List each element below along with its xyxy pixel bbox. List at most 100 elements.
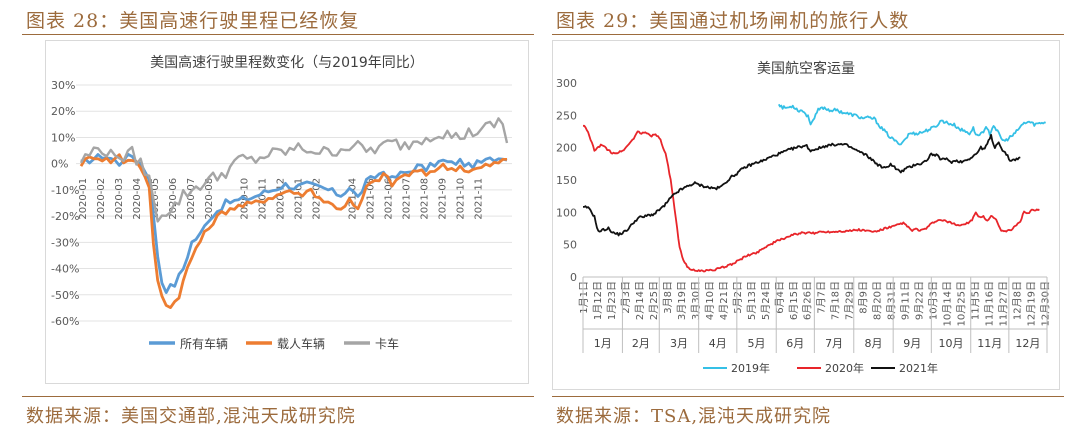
right-source-rule [552, 396, 1064, 397]
chart2-month-label: 11月 [977, 337, 1002, 350]
chart1-ytick-label: -40% [51, 263, 79, 276]
chart1-ytick-label: 0% [51, 158, 68, 171]
chart1-ytick-label: -60% [51, 315, 79, 328]
chart2-month-label: 1月 [594, 337, 612, 350]
chart2-xtick-label: 8月9日 [858, 281, 870, 314]
chart2-series-line [778, 103, 1046, 146]
chart1-xtick-label: 2021-07 [401, 178, 412, 220]
chart1-xtick-label: 2020-05 [150, 178, 161, 220]
chart1-xtick-label: 2021-08 [419, 178, 430, 220]
chart2-xtick-label: 1月23日 [606, 281, 618, 320]
chart2-xtick-label: 4月21日 [718, 281, 730, 320]
chart2-xtick-label: 9月22日 [914, 281, 926, 320]
chart1-ytick-label: -20% [51, 210, 79, 223]
chart1-ytick-label: 30% [51, 79, 75, 92]
left-caption-rule [22, 34, 534, 35]
chart2-ytick-label: 300 [556, 77, 577, 90]
chart2-title: 美国航空客运量 [757, 60, 855, 77]
chart2-xtick-label: 3月8日 [662, 281, 674, 314]
chart2-xtick-label: 6月26日 [802, 281, 814, 320]
chart2-legend-label: 2021年 [899, 361, 938, 375]
chart2-xtick-label: 7月29日 [844, 281, 856, 320]
right-chart-frame: 美国航空客运量 300 250 200 150 100 50 0 1月1日 1月12日 1月23日 2… [552, 40, 1060, 390]
chart2-xtick-label: 5月13日 [746, 281, 758, 320]
chart1-xtick-label: 2020-06 [168, 178, 179, 220]
chart1-xtick-label: 2020-07 [186, 178, 197, 220]
chart2-xtick-label: 8月31日 [886, 281, 898, 320]
chart2-month-label: 6月 [786, 337, 804, 350]
chart2-xtick-label: 2月14日 [634, 281, 646, 320]
chart2-xtick-label: 12月8日 [1011, 281, 1023, 320]
chart1-xtick-label: 2020-01 [78, 178, 89, 220]
chart2-ytick-label: 150 [556, 174, 577, 187]
chart1-xtick-label: 2020-11 [258, 178, 269, 220]
right-figure-caption: 图表 29：美国通过机场闸机的旅行人数 [556, 10, 910, 32]
chart2-xtick-label: 7月18日 [830, 281, 842, 320]
right-caption-rule [552, 34, 1064, 35]
chart2-month-label: 4月 [709, 337, 727, 350]
chart2-xtick-label: 7月7日 [816, 281, 828, 314]
left-source-note: 数据来源：美国交通部,混沌天成研究院 [26, 406, 356, 427]
chart2-ytick-label: 100 [556, 206, 577, 219]
chart1-series-line [79, 117, 509, 223]
chart2-xtick-label: 11月27日 [998, 281, 1010, 326]
chart2-series-line [583, 133, 1021, 237]
chart2-xtick-label: 11月5日 [970, 281, 982, 320]
chart1-xtick-label: 2021-09 [437, 178, 448, 220]
chart2-xtick-label: 4月10日 [704, 281, 716, 320]
chart2-xtick-label: 3月30日 [690, 281, 702, 320]
chart2-month-label: 10月 [939, 337, 964, 350]
chart1-series-line [79, 153, 507, 309]
chart2-ytick-label: 50 [563, 239, 577, 252]
chart1-ytick-label: 20% [51, 105, 75, 118]
chart1-xtick-label: 2021-05 [365, 178, 376, 220]
chart1-xtick-label: 2021-02 [312, 178, 323, 220]
chart2-xtick-label: 6月4日 [774, 281, 786, 314]
chart1-series-line [80, 152, 508, 294]
chart2-xtick-label: 1月1日 [578, 281, 590, 314]
chart2-legend-label: 2020年 [825, 361, 864, 375]
chart2-xtick-label: 12月19日 [1025, 281, 1037, 326]
chart1-ytick-label: -30% [51, 236, 79, 249]
chart2-xtick-label: 1月12日 [592, 281, 604, 320]
left-chart-frame: 美国高速行驶里程数变化（与2019年同比） 30% 20% 10% 0% -10% -20%… [45, 40, 529, 384]
chart1-xtick-label: 2021-01 [294, 178, 305, 220]
chart2-xtick-label: 12月30日 [1039, 281, 1051, 326]
chart2-ytick-label: 250 [556, 109, 577, 122]
chart2-xtick-label: 8月20日 [872, 281, 884, 320]
left-source-rule [22, 396, 534, 397]
highway-mileage-chart: 美国高速行驶里程数变化（与2019年同比） 30% 20% 10% 0% -10% -20%… [51, 54, 512, 351]
left-figure-caption: 图表 28：美国高速行驶里程已经恢复 [26, 10, 360, 32]
chart2-xtick-label: 10月25日 [956, 281, 968, 326]
chart2-month-label: 5月 [748, 337, 766, 350]
chart1-ytick-label: 10% [51, 131, 75, 144]
chart2-legend-label: 2019年 [731, 361, 770, 375]
chart2-month-label: 8月 [864, 337, 882, 350]
chart2-month-label: 9月 [903, 337, 921, 350]
chart1-title: 美国高速行驶里程数变化（与2019年同比） [150, 54, 424, 71]
chart1-ytick-label: -10% [51, 184, 79, 197]
chart2-month-label: 2月 [632, 337, 650, 350]
chart1-xtick-label: 2021-10 [455, 178, 466, 220]
chart2-xtick-label: 6月15日 [788, 281, 800, 320]
chart2-ytick-label: 0 [570, 271, 577, 284]
chart1-ytick-label: -50% [51, 289, 79, 302]
chart2-month-label: 12月 [1015, 337, 1040, 350]
chart2-xtick-label: 5月24日 [760, 281, 772, 320]
chart2-xtick-label: 9月11日 [900, 281, 912, 320]
chart2-month-label: 3月 [670, 337, 688, 350]
chart2-xtick-label: 11月16日 [984, 281, 996, 326]
chart2-xtick-label: 10月3日 [928, 281, 940, 320]
chart2-ytick-label: 200 [556, 142, 577, 155]
chart2-xtick-label: 5月2日 [732, 281, 744, 314]
chart1-xtick-label: 2021-04 [347, 178, 358, 220]
chart2-series-line [583, 124, 1040, 273]
chart1-xtick-label: 2020-12 [276, 178, 287, 220]
chart2-xtick-label: 2月25日 [648, 281, 660, 320]
chart2-xtick-label: 10月14日 [942, 281, 954, 326]
right-source-note: 数据来源：TSA,混沌天成研究院 [556, 406, 832, 427]
chart1-legend-label: 所有车辆 [180, 336, 228, 351]
chart2-month-label: 7月 [825, 337, 843, 350]
chart1-xtick-label: 2020-02 [96, 178, 107, 220]
